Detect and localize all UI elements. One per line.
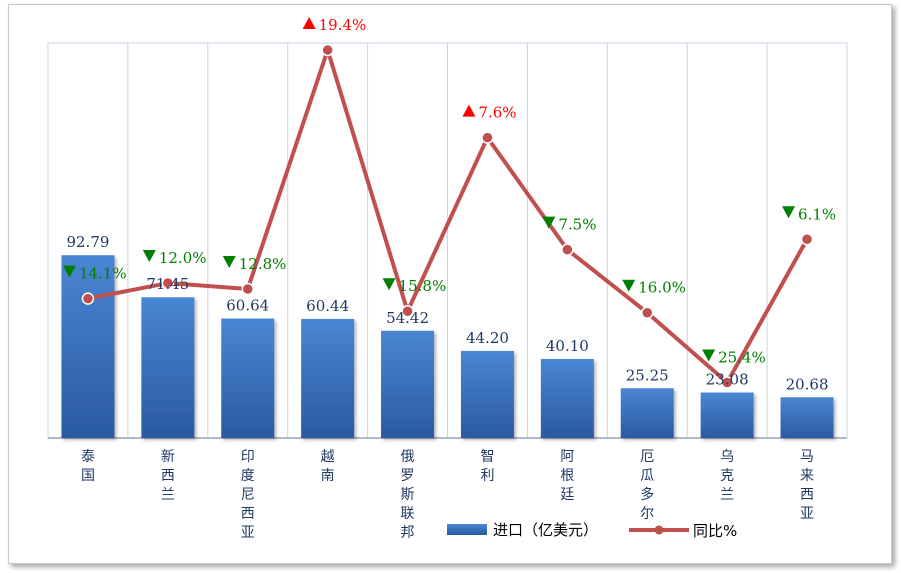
data-labels: 92.79 71.45 60.64 60.44 54.42 44.20 40.10 25.25… xyxy=(62,16,836,393)
bar-value-label: 40.10 xyxy=(546,337,589,355)
bar-value-label: 25.25 xyxy=(626,366,669,384)
line-marker xyxy=(81,292,95,305)
legend-line-marker xyxy=(654,525,664,535)
category-label: 厄瓜多尔 xyxy=(640,449,654,522)
line-marker xyxy=(161,276,175,290)
x-axis: 泰国 新西兰 印度尼西亚 越南 俄罗斯联邦 智利 阿根廷 厄瓜多尔 乌克兰 马来西亚 xyxy=(81,449,814,541)
down-arrow-icon xyxy=(222,255,236,268)
category-label: 泰国 xyxy=(81,449,95,484)
down-arrow-icon xyxy=(782,206,796,219)
bar-value-label: 60.64 xyxy=(226,297,269,315)
up-arrow-icon xyxy=(462,104,476,117)
yoy-value: 6.1% xyxy=(798,205,836,223)
yoy-label: 7.5% xyxy=(542,216,596,234)
yoy-label: 16.0% xyxy=(622,279,686,297)
yoy-label: 12.0% xyxy=(142,249,207,267)
category-label: 马来西亚 xyxy=(800,449,814,522)
legend-bar-label: 进口（亿美元） xyxy=(493,521,598,539)
bar-value-label: 44.20 xyxy=(466,329,509,347)
yoy-label: 15.8% xyxy=(382,277,447,295)
yoy-label: 25.4% xyxy=(702,348,766,366)
category-label: 越南 xyxy=(321,449,335,484)
line-marker xyxy=(401,304,414,318)
yoy-label: 14.1% xyxy=(62,265,127,283)
yoy-value: 15.8% xyxy=(399,277,447,295)
legend-bar-swatch xyxy=(447,524,487,535)
yoy-value: 16.0% xyxy=(638,279,686,297)
category-label: 新西兰 xyxy=(161,449,175,503)
yoy-label: 7.6% xyxy=(462,104,517,122)
line-marker xyxy=(641,306,654,319)
line-marker xyxy=(561,243,574,256)
bar xyxy=(301,318,355,438)
bar-value-label: 71.45 xyxy=(146,275,189,293)
category-label: 印度尼西亚 xyxy=(241,449,255,541)
category-label: 俄罗斯联邦 xyxy=(401,449,415,541)
yoy-label: 6.1% xyxy=(782,205,836,223)
line-series xyxy=(81,43,814,389)
bar xyxy=(620,388,674,438)
up-arrow-icon xyxy=(302,17,316,30)
yoy-value: 7.6% xyxy=(478,104,516,122)
bar xyxy=(460,350,514,438)
bar-value-label: 54.42 xyxy=(386,309,429,327)
line-marker xyxy=(481,131,494,144)
yoy-value: 7.5% xyxy=(558,216,596,234)
chart-frame: 92.79 71.45 60.64 60.44 54.42 44.20 40.10 25.25… xyxy=(8,4,892,564)
yoy-value: 19.4% xyxy=(319,16,367,34)
line-marker xyxy=(800,233,814,246)
legend-line-label: 同比% xyxy=(693,522,737,540)
down-arrow-icon xyxy=(62,265,76,278)
bar xyxy=(540,359,594,438)
bar-value-label: 20.68 xyxy=(786,375,829,393)
line-marker xyxy=(241,282,254,296)
yoy-value: 12.8% xyxy=(239,255,287,273)
bar xyxy=(700,392,754,438)
down-arrow-icon xyxy=(702,349,716,362)
bar-value-label: 92.79 xyxy=(66,233,109,251)
bar xyxy=(221,318,275,438)
yoy-label: 19.4% xyxy=(302,16,367,34)
bar-series xyxy=(61,255,834,438)
bar-value-label: 60.44 xyxy=(306,297,349,315)
bar xyxy=(61,255,115,438)
down-arrow-icon xyxy=(542,216,556,229)
line-marker xyxy=(720,376,734,389)
yoy-value: 14.1% xyxy=(79,265,127,283)
yoy-value: 12.0% xyxy=(159,249,207,267)
legend: 进口（亿美元） 同比% xyxy=(447,521,737,540)
down-arrow-icon xyxy=(622,279,636,292)
line-path xyxy=(87,48,809,385)
bar-value-label: 23.08 xyxy=(706,371,749,389)
yoy-value: 25.4% xyxy=(718,348,766,366)
down-arrow-icon xyxy=(382,278,396,291)
bar xyxy=(780,397,834,438)
bar xyxy=(381,330,435,438)
category-label: 智利 xyxy=(480,449,494,484)
bar xyxy=(141,297,195,438)
yoy-label: 12.8% xyxy=(222,255,287,273)
down-arrow-icon xyxy=(142,250,156,263)
category-label: 乌克兰 xyxy=(720,449,734,503)
line-marker xyxy=(321,43,334,57)
category-label: 阿根廷 xyxy=(560,449,574,503)
